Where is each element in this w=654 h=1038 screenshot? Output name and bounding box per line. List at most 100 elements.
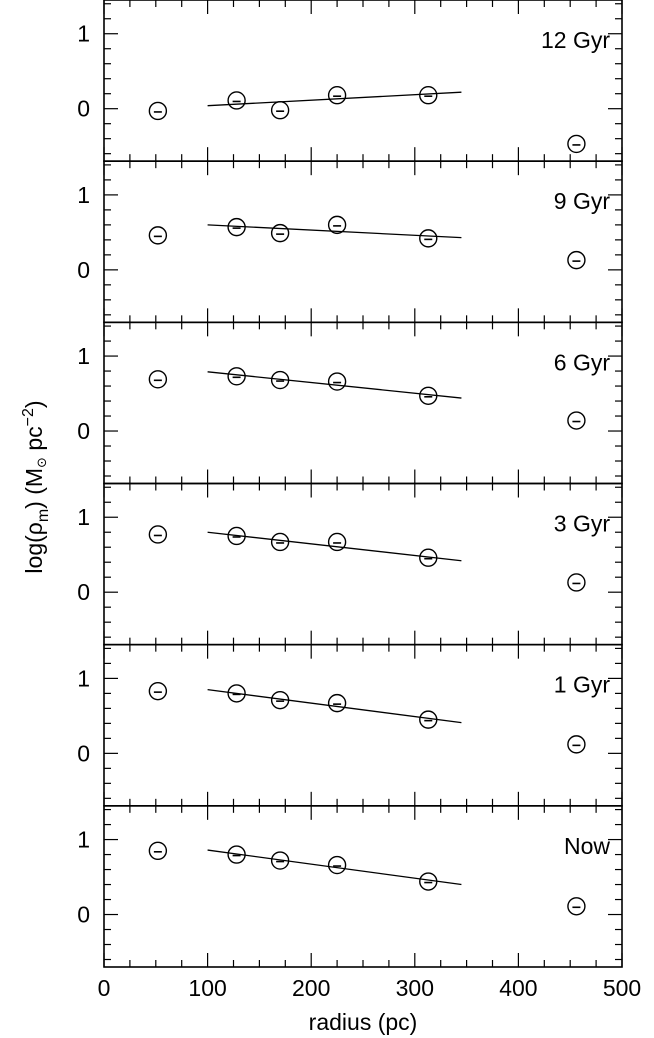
data-point-circle bbox=[148, 370, 168, 389]
panel-label: 6 Gyr bbox=[554, 349, 611, 375]
data-point-circle bbox=[419, 386, 438, 405]
x-axis-tick-labels: 0 100 200 300 400 500 bbox=[98, 975, 642, 1001]
data-point-circle bbox=[327, 855, 347, 875]
data-point bbox=[567, 573, 586, 592]
fit-line bbox=[207, 371, 462, 399]
data-point-circle bbox=[419, 710, 438, 729]
data-point-circle bbox=[227, 684, 246, 703]
data-point bbox=[270, 370, 290, 390]
data-point-circle bbox=[419, 86, 438, 105]
data-point-circle bbox=[227, 91, 246, 110]
data-point bbox=[270, 690, 290, 710]
data-point-circle bbox=[419, 872, 438, 891]
data-point-circle bbox=[327, 532, 347, 552]
data-point-circle bbox=[148, 681, 168, 701]
fit-line bbox=[207, 224, 462, 239]
data-point bbox=[419, 548, 438, 567]
y-tick-label: 0 bbox=[77, 740, 90, 766]
y-tick-label: 0 bbox=[77, 418, 90, 444]
data-point-circle bbox=[327, 372, 347, 391]
data-point bbox=[567, 735, 586, 754]
y-tick-label: 1 bbox=[77, 504, 90, 530]
data-point bbox=[148, 841, 168, 861]
y-axis-title-suffix: ) bbox=[21, 400, 47, 408]
data-point-circle bbox=[327, 693, 347, 713]
data-point bbox=[148, 101, 168, 121]
x-axis-title: radius (pc) bbox=[309, 1009, 418, 1035]
data-point bbox=[419, 229, 438, 248]
panel-5: 0 1 Now bbox=[77, 805, 623, 968]
x-tick-label: 100 bbox=[188, 975, 226, 1001]
y-axis-title-sun-symbol: ⊙ bbox=[34, 457, 49, 468]
data-point-circle bbox=[567, 735, 586, 754]
y-tick-label: 1 bbox=[77, 665, 90, 691]
data-point-circle bbox=[270, 370, 290, 390]
y-axis-title-mid: ) (M bbox=[21, 468, 47, 509]
data-point-circle bbox=[270, 100, 290, 120]
data-point bbox=[327, 86, 347, 105]
x-tick-label: 200 bbox=[292, 975, 330, 1001]
data-point-circle bbox=[227, 526, 246, 546]
data-point bbox=[567, 411, 586, 430]
data-point bbox=[148, 226, 168, 245]
data-point bbox=[419, 710, 438, 729]
panel-label: 9 Gyr bbox=[554, 188, 611, 214]
panel-label: 3 Gyr bbox=[554, 511, 611, 537]
panel-frame bbox=[103, 0, 623, 162]
fit-line bbox=[207, 688, 462, 724]
x-tick-label: 400 bbox=[499, 975, 537, 1001]
data-point-circle bbox=[567, 573, 586, 592]
panel-frame bbox=[103, 321, 623, 485]
panel-0: 0 1 12 Gyr bbox=[77, 0, 623, 162]
data-point bbox=[567, 134, 586, 154]
y-tick-label: 1 bbox=[77, 182, 90, 208]
data-point bbox=[227, 91, 246, 110]
y-axis-title-unit: pc bbox=[21, 426, 47, 457]
panel-frame bbox=[103, 643, 623, 807]
y-tick-label: 0 bbox=[77, 257, 90, 283]
fit-line bbox=[207, 531, 462, 562]
data-point-circle bbox=[567, 411, 586, 430]
y-axis-title: log(ρm) (M⊙ pc−2) bbox=[20, 400, 52, 573]
data-point bbox=[148, 370, 168, 389]
data-point-circle bbox=[148, 525, 168, 544]
data-point-circle bbox=[567, 897, 586, 916]
data-point-circle bbox=[419, 229, 438, 248]
data-point bbox=[327, 855, 347, 875]
data-point-circle bbox=[270, 851, 290, 870]
data-point bbox=[327, 215, 347, 235]
y-axis-title-superscript: −2 bbox=[20, 408, 37, 426]
data-point-circle bbox=[270, 532, 290, 552]
data-point bbox=[270, 223, 290, 243]
data-point-circle bbox=[227, 217, 246, 237]
data-point bbox=[327, 372, 347, 391]
data-point bbox=[270, 851, 290, 870]
data-point bbox=[567, 250, 586, 270]
data-point bbox=[419, 872, 438, 891]
data-point bbox=[227, 526, 246, 546]
y-tick-label: 0 bbox=[77, 96, 90, 122]
data-point-circle bbox=[270, 223, 290, 243]
y-tick-label: 0 bbox=[77, 902, 90, 928]
y-tick-label: 1 bbox=[77, 827, 90, 853]
data-point-circle bbox=[148, 226, 168, 245]
data-point-circle bbox=[567, 134, 586, 154]
data-point-circle bbox=[148, 101, 168, 121]
y-tick-label: 1 bbox=[77, 343, 90, 369]
data-point bbox=[567, 897, 586, 916]
data-point-circle bbox=[270, 690, 290, 710]
data-point bbox=[148, 681, 168, 701]
data-point bbox=[227, 367, 246, 386]
data-point bbox=[270, 532, 290, 552]
panel-frame bbox=[103, 482, 623, 646]
panel-label: 1 Gyr bbox=[554, 672, 611, 698]
panel-1: 0 1 9 Gyr bbox=[77, 160, 623, 324]
panel-2: 0 1 6 Gyr bbox=[77, 321, 623, 485]
fit-line bbox=[207, 849, 462, 886]
data-point-circle bbox=[327, 86, 347, 105]
panel-label: Now bbox=[564, 833, 610, 859]
y-axis-title-prefix: log(ρ bbox=[21, 522, 47, 573]
data-point-circle bbox=[419, 548, 438, 567]
y-tick-label: 0 bbox=[77, 579, 90, 605]
